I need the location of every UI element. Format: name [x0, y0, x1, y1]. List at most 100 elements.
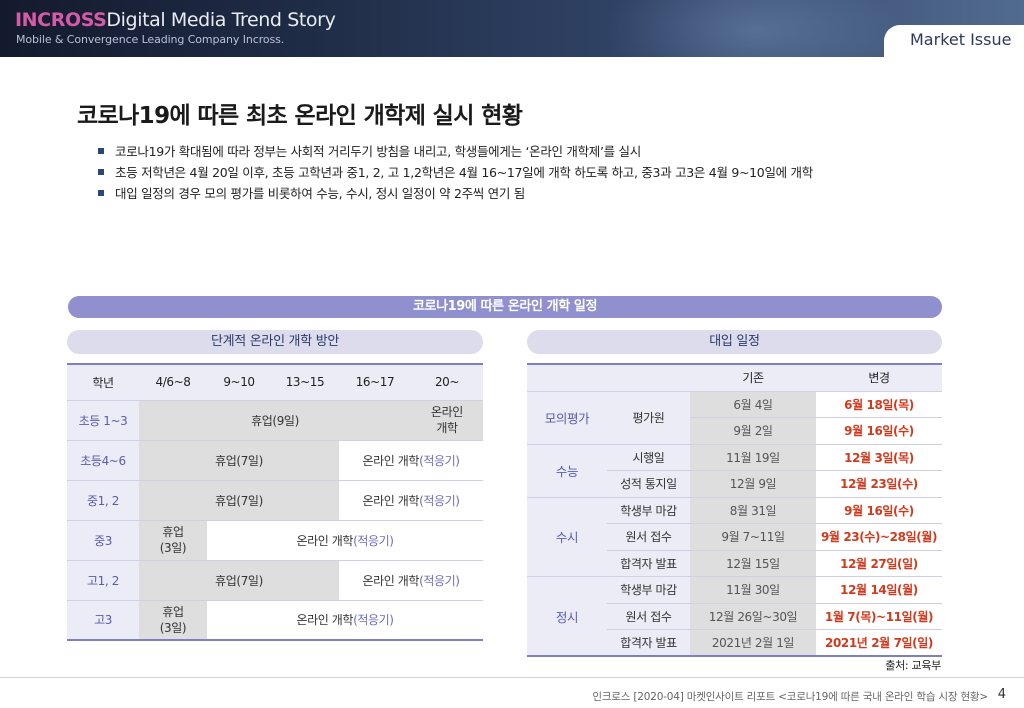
table-header-row: 학년 4/6~8 9~10 13~15 16~17 20~ — [67, 363, 483, 401]
adaptation-note: (적응기) — [419, 573, 460, 588]
column-header: 4/6~8 — [139, 363, 207, 401]
break-period: 휴업(7일) — [139, 480, 339, 521]
original-date: 9월 2일 — [690, 417, 816, 445]
column-header: 9~10 — [207, 363, 271, 401]
item-label: 시행일 — [607, 444, 690, 471]
changed-date: 12월 23일(수) — [816, 470, 942, 498]
grade-label: 중1, 2 — [67, 480, 139, 521]
changed-date: 12월 27일(일) — [816, 550, 942, 577]
original-date: 12월 9일 — [690, 470, 816, 498]
original-date: 12월 26일~30일 — [690, 603, 816, 630]
item-label: 학생부 마감 — [607, 497, 690, 524]
break-period: 휴업(7일) — [139, 560, 339, 601]
page-title: 코로나19에 따른 최초 온라인 개학제 실시 현황 — [77, 103, 523, 129]
category-label: 수시 — [527, 497, 607, 577]
grade-label: 초등 1~3 — [67, 400, 139, 441]
brand-name: Digital Media Trend Story — [106, 9, 336, 31]
column-header: 13~15 — [271, 363, 339, 401]
changed-date: 2021년 2월 7일(일) — [816, 629, 942, 657]
adaptation-note: (적응기) — [353, 613, 394, 628]
online-opening: 온라인 개학 — [411, 400, 483, 441]
column-header-blank — [527, 363, 607, 392]
changed-date: 12월 14일(월) — [816, 576, 942, 604]
page-number: 4 — [997, 687, 1006, 702]
changed-date: 9월 23(수)~28일(월) — [816, 523, 942, 551]
item-label: 성적 통지일 — [607, 470, 690, 498]
column-header: 16~17 — [339, 363, 411, 401]
category-label: 모의평가 — [527, 391, 607, 445]
original-date: 6월 4일 — [690, 391, 816, 418]
item-label: 학생부 마감 — [607, 576, 690, 604]
break-period: 휴업(7일) — [139, 440, 339, 481]
table-row: 초등4~6 휴업(7일) 온라인 개학(적응기) — [67, 440, 483, 481]
table-row: 고3 휴업 (3일) 온라인 개학(적응기) — [67, 600, 483, 641]
online-opening: 온라인 개학(적응기) — [207, 520, 483, 561]
column-header: 학년 — [67, 363, 139, 401]
column-header: 기존 — [690, 363, 816, 392]
right-table-heading: 대입 일정 — [527, 330, 942, 354]
online-label: 온라인 개학 — [296, 613, 354, 628]
break-period: 휴업(9일) — [139, 400, 411, 441]
source-note: 출처: 교육부 — [885, 659, 941, 672]
online-opening: 온라인 개학(적응기) — [339, 560, 483, 601]
category-label: 정시 — [527, 576, 607, 657]
left-table-heading: 단계적 온라인 개학 방안 — [67, 330, 483, 354]
adaptation-note: (적응기) — [353, 533, 394, 548]
original-date: 11월 30일 — [690, 576, 816, 604]
footer-text: 인크로스 [2020-04] 마켓인사이트 리포트 <코로나19에 따른 국내 … — [592, 691, 988, 703]
item-label: 합격자 발표 — [607, 629, 690, 657]
table-row: 고1, 2 휴업(7일) 온라인 개학(적응기) — [67, 560, 483, 601]
table-row: 수능 시행일 11월 19일 12월 3일(목) — [527, 444, 942, 498]
table-row: 수시 학생부 마감 8월 31일 9월 16일(수) — [527, 497, 942, 577]
table-row: 합격자 발표 12월 15일 12월 27일(일) — [527, 550, 942, 577]
online-opening: 온라인 개학(적응기) — [339, 480, 483, 521]
table-header-row: 기존 변경 — [527, 363, 942, 392]
online-label: 온라인 개학 — [362, 493, 420, 508]
table-row: 중1, 2 휴업(7일) 온라인 개학(적응기) — [67, 480, 483, 521]
adaptation-note: (적응기) — [419, 493, 460, 508]
table-row: 원서 접수 12월 26일~30일 1월 7(목)~11일(월) — [527, 603, 942, 630]
online-opening: 온라인 개학(적응기) — [339, 440, 483, 481]
grade-label: 고3 — [67, 600, 139, 641]
brand-tagline: Mobile & Convergence Leading Company Inc… — [16, 33, 285, 46]
original-date: 11월 19일 — [690, 444, 816, 471]
table-row: 초등 1~3 휴업(9일) 온라인 개학 — [67, 400, 483, 441]
bullet-item: 초등 저학년은 4월 20일 이후, 초등 고학년과 중1, 2, 고 1,2학… — [96, 162, 813, 183]
bullet-item: 대입 일정의 경우 모의 평가를 비롯하여 수능, 수시, 정시 일정이 약 2… — [96, 183, 813, 204]
item-label: 합격자 발표 — [607, 550, 690, 577]
table-row: 9월 2일 9월 16일(수) — [527, 417, 942, 445]
item-label: 원서 접수 — [607, 523, 690, 551]
item-label: 평가원 — [607, 391, 690, 445]
grade-label: 초등4~6 — [67, 440, 139, 481]
table-row: 정시 학생부 마감 11월 30일 12월 14일(월) — [527, 576, 942, 657]
footer-divider — [0, 677, 1024, 678]
original-date: 8월 31일 — [690, 497, 816, 524]
item-label: 원서 접수 — [607, 603, 690, 630]
table-row: 모의평가 평가원 6월 4일 6월 18일(목) — [527, 391, 942, 445]
online-label: 온라인 개학 — [296, 533, 354, 548]
adaptation-note: (적응기) — [419, 453, 460, 468]
changed-date: 1월 7(목)~11일(월) — [816, 603, 942, 630]
column-header: 20~ — [411, 363, 483, 401]
section-tab: Market Issue — [884, 25, 1024, 57]
changed-date: 9월 16일(수) — [816, 417, 942, 445]
schedule-banner: 코로나19에 따른 온라인 개학 일정 — [68, 296, 942, 318]
break-period: 휴업 (3일) — [139, 520, 207, 561]
header-glow — [604, 0, 904, 57]
break-period: 휴업 (3일) — [139, 600, 207, 641]
changed-date: 12월 3일(목) — [816, 444, 942, 471]
online-label: 온라인 개학 — [362, 453, 420, 468]
online-opening: 온라인 개학(적응기) — [207, 600, 483, 641]
table-row: 중3 휴업 (3일) 온라인 개학(적응기) — [67, 520, 483, 561]
online-opening-table: 학년 4/6~8 9~10 13~15 16~17 20~ 초등 1~3 휴업(… — [67, 363, 483, 641]
original-date: 12월 15일 — [690, 550, 816, 577]
brand-logo: INCROSSDigital Media Trend Story — [15, 9, 336, 31]
changed-date: 6월 18일(목) — [816, 391, 942, 418]
grade-label: 고1, 2 — [67, 560, 139, 601]
original-date: 9월 7~11일 — [690, 523, 816, 551]
table-row: 원서 접수 9월 7~11일 9월 23(수)~28일(월) — [527, 523, 942, 551]
header-bar: INCROSSDigital Media Trend Story Mobile … — [0, 0, 1024, 57]
grade-label: 중3 — [67, 520, 139, 561]
column-header: 변경 — [816, 363, 942, 392]
table-row: 합격자 발표 2021년 2월 1일 2021년 2월 7일(일) — [527, 629, 942, 657]
